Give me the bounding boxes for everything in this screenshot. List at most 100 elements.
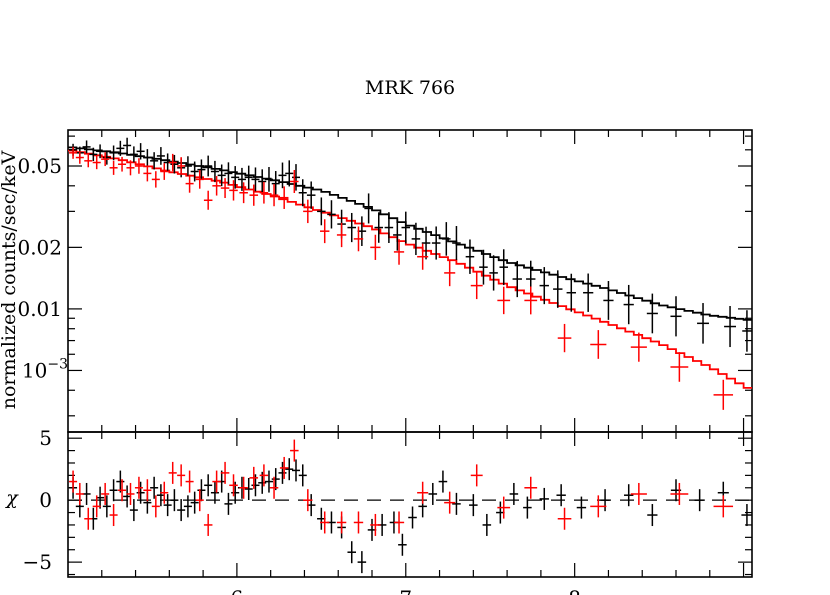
data-point <box>303 199 313 224</box>
data-point <box>237 167 246 191</box>
data-point <box>264 167 273 192</box>
residual-point <box>92 495 101 518</box>
data-point <box>220 178 230 199</box>
residual-point <box>523 496 532 519</box>
data-point <box>489 255 498 291</box>
residual-point <box>212 470 221 493</box>
residual-point <box>428 482 438 505</box>
data-point <box>411 222 421 256</box>
data-point <box>212 176 221 196</box>
residual-point <box>150 476 159 499</box>
residual-point <box>336 511 347 534</box>
residual-point <box>229 474 238 497</box>
data-point <box>290 169 299 193</box>
data-point <box>143 165 152 182</box>
data-point <box>231 166 240 189</box>
data-point <box>229 180 238 201</box>
model-curves <box>68 146 752 389</box>
data-point <box>724 306 736 348</box>
residual-point <box>249 466 259 489</box>
data-point <box>150 152 159 170</box>
data-point <box>239 182 248 204</box>
residual-point <box>408 506 417 529</box>
data-point <box>259 181 269 204</box>
data-point <box>417 243 429 270</box>
data-point <box>524 286 538 315</box>
residual-point <box>353 511 364 534</box>
y-tick-label: 0.02 <box>17 235 62 259</box>
residual-point <box>102 495 111 518</box>
data-point <box>364 193 373 224</box>
residual-point <box>452 492 461 515</box>
data-point <box>291 164 301 191</box>
residual-point <box>69 470 78 493</box>
data-point <box>136 143 145 160</box>
data-point <box>670 352 689 382</box>
data-point <box>160 163 169 180</box>
data-point <box>623 284 634 325</box>
data-point <box>512 260 522 298</box>
data-point <box>92 155 101 170</box>
data-point <box>431 226 441 260</box>
data-point <box>197 159 206 180</box>
residual-point <box>576 496 587 519</box>
residual-point <box>269 476 279 499</box>
data-point <box>539 267 549 305</box>
residual-point <box>244 478 253 501</box>
data-point <box>317 197 326 226</box>
data-point <box>89 147 98 162</box>
data-point <box>370 234 381 260</box>
residual-point <box>647 504 658 527</box>
residual-point <box>556 484 566 507</box>
spectrum-y-tick-labels: 0.05 0.02 0.01 10−3 <box>17 154 68 382</box>
data-point <box>285 160 294 187</box>
data-point <box>603 281 614 320</box>
y-tick-label: 0 <box>39 488 52 512</box>
data-point <box>697 303 709 344</box>
data-point <box>278 162 287 189</box>
chart-title: MRK 766 <box>365 77 455 99</box>
residual-point <box>177 464 186 487</box>
residual-point <box>143 479 152 502</box>
residual-point <box>497 496 511 519</box>
residual-y-tick-labels: 5 0 −5 <box>23 426 52 574</box>
y-tick-label: 0.01 <box>17 297 62 321</box>
data-point <box>109 160 118 175</box>
residual-point <box>298 464 307 487</box>
residual-point <box>398 533 407 556</box>
data-point <box>393 239 405 265</box>
data-point <box>170 154 179 174</box>
data-point <box>203 190 213 210</box>
x-tick-label: 8 <box>568 586 581 595</box>
residual-point <box>279 456 289 479</box>
residual-point <box>170 489 179 512</box>
data-point <box>251 167 260 192</box>
data-point <box>479 249 488 285</box>
residual-point <box>600 489 610 512</box>
data-point <box>269 184 279 207</box>
residual-point <box>624 484 634 507</box>
residual-point <box>109 504 118 527</box>
residual-point <box>470 464 483 487</box>
data-point <box>557 323 572 353</box>
data-point <box>224 162 233 185</box>
residual-point <box>539 487 549 510</box>
residual-point <box>203 513 213 536</box>
residual-points <box>69 439 753 574</box>
data-point <box>151 171 160 188</box>
residual-point <box>278 461 287 484</box>
data-point <box>96 144 105 159</box>
residual-point <box>417 481 429 504</box>
data-point <box>553 270 563 308</box>
residual-point <box>101 482 110 505</box>
residual-point <box>524 476 538 499</box>
residual-point <box>509 482 519 505</box>
data-point <box>442 222 451 256</box>
residual-point <box>239 476 248 499</box>
residual-point <box>438 470 448 493</box>
data-point <box>421 226 431 260</box>
spectrum-panel-ticks <box>68 130 752 432</box>
data-point <box>84 154 93 168</box>
residual-point <box>290 439 299 462</box>
